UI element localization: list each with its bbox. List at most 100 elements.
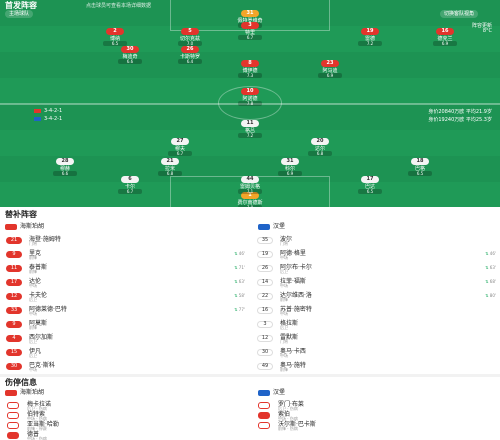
sub-row[interactable]: 21 海登·施姆特 门将 bbox=[5, 234, 249, 248]
sub-row[interactable]: 35 波尔 门将 bbox=[256, 234, 500, 248]
away-player[interactable]: 31 科尔 6.9 bbox=[260, 158, 320, 180]
away-player[interactable]: 44 雷姆贝格 7.1 bbox=[220, 176, 280, 198]
away-player[interactable]: 18 巴格 6.5 bbox=[390, 158, 450, 180]
away-player[interactable]: 28 穆赫 6.6 bbox=[35, 158, 95, 180]
injury-row[interactable]: 梅卡拉诺 后卫 · 伤病 bbox=[5, 399, 245, 413]
sub-row[interactable]: 4 西尔加斯 后卫 bbox=[5, 332, 249, 346]
player-name: 达伦 bbox=[29, 278, 42, 285]
sub-row[interactable]: 17 达伦 中场 ⇅ 63' bbox=[5, 276, 249, 290]
away-player[interactable]: 11 格吕 7.2 bbox=[220, 120, 280, 142]
injury-status: 中场 · 伤病 bbox=[27, 416, 47, 421]
home-player[interactable]: 10 阿诺德 7.8 bbox=[220, 88, 280, 110]
jersey-number: 35 bbox=[257, 237, 273, 244]
injury-icon bbox=[7, 432, 19, 439]
player-position: 后卫 bbox=[280, 325, 288, 330]
jersey-number: 17 bbox=[6, 279, 22, 286]
player-name: 苏普·施密特 bbox=[280, 306, 312, 313]
player-position: 前锋 bbox=[280, 367, 288, 372]
injury-row[interactable]: 亚当斯·哈勒 前锋 · 停赛 bbox=[5, 419, 245, 433]
sub-row[interactable]: 12 雷默斯 门将 bbox=[256, 332, 500, 346]
away-logo-icon bbox=[258, 389, 270, 396]
player-position: 中场 bbox=[280, 255, 288, 260]
sub-row[interactable]: 9 里克 前锋 ⇅ 46' bbox=[5, 248, 249, 262]
away-logo-icon bbox=[258, 223, 270, 230]
injury-row[interactable]: 沃尔斯·巴卡斯 前锋 · 伤病 bbox=[256, 419, 496, 433]
player-name: 卡斯特罗 bbox=[179, 54, 200, 60]
home-player[interactable]: 26 卡斯特罗 6.4 bbox=[160, 46, 220, 68]
jersey-number: 15 bbox=[6, 349, 22, 356]
subs-title: 替补阵容 bbox=[5, 210, 37, 219]
jersey-number: 1 bbox=[241, 192, 259, 199]
home-player[interactable]: 8 博伊德 7.3 bbox=[220, 60, 280, 82]
injury-row[interactable]: 德普 中场 · 伤病 bbox=[5, 429, 245, 440]
jersey-number: 30 bbox=[6, 363, 22, 370]
jersey-number: 19 bbox=[361, 28, 379, 35]
sub-row[interactable]: 11 泰普斯 前锋 ⇅ 71' bbox=[5, 262, 249, 276]
sub-row[interactable]: 19 阿德·格里 中场 ⇅ 46' bbox=[256, 248, 500, 262]
sub-row[interactable]: 49 奥马·施特 前锋 bbox=[256, 360, 500, 374]
home-player[interactable]: 3 特里 6.7 bbox=[220, 22, 280, 44]
sub-row[interactable]: 22 达尔维西·洛 前锋 ⇅ 80' bbox=[256, 290, 500, 304]
player-rating: 7.2 bbox=[358, 41, 382, 46]
sub-minute: ⇅ 77' bbox=[234, 307, 245, 312]
sub-row[interactable]: 15 伊凡 后卫 bbox=[5, 346, 249, 360]
player-name: 博伊德 bbox=[242, 68, 258, 74]
jersey-number: 12 bbox=[257, 335, 273, 342]
player-rating: 6.6 bbox=[118, 59, 142, 64]
player-rating: 6.5 bbox=[408, 171, 432, 176]
player-name: 阿诺德 bbox=[242, 96, 258, 102]
injury-status: 中场 · 伤病 bbox=[27, 436, 47, 440]
home-player[interactable]: 30 梅迪奇 6.6 bbox=[100, 46, 160, 68]
jersey-number: 3 bbox=[257, 321, 273, 328]
sub-row[interactable]: 3 格拉斯 后卫 bbox=[256, 318, 500, 332]
injuries-home-head: 海斯珀胡 bbox=[5, 388, 44, 398]
player-rating: 6.9 bbox=[278, 171, 302, 176]
away-player[interactable]: 27 穆夫 6.7 bbox=[150, 138, 210, 160]
sub-row[interactable]: 30 奥马·卡西 中场 bbox=[256, 346, 500, 360]
section-divider bbox=[0, 374, 500, 377]
sub-row[interactable]: 14 拉菲·福斯 中场 ⇅ 68' bbox=[256, 276, 500, 290]
jersey-number: 28 bbox=[56, 158, 74, 165]
jersey-number: 31 bbox=[281, 158, 299, 165]
player-name: 罗门·布莱 bbox=[278, 401, 304, 408]
player-name: 亚当斯·哈勒 bbox=[27, 421, 59, 428]
home-player[interactable]: 23 阿马迪 6.9 bbox=[300, 60, 360, 82]
away-player[interactable]: 6 卡尔 6.7 bbox=[100, 176, 160, 198]
jersey-number: 8 bbox=[241, 60, 259, 67]
injury-row[interactable]: 伯特索 中场 · 伤病 bbox=[5, 409, 245, 423]
home-player[interactable]: 2 博纳 6.5 bbox=[85, 28, 145, 50]
home-player[interactable]: 19 雷德 7.2 bbox=[340, 28, 400, 50]
player-rating: 7.8 bbox=[238, 101, 262, 106]
sub-row[interactable]: 12 卡夫伦 后卫 ⇅ 58' bbox=[5, 290, 249, 304]
sub-row[interactable]: 33 阿德莱德·巴特 中场 ⇅ 77' bbox=[5, 304, 249, 318]
home-player[interactable]: 16 德克兰 6.9 bbox=[415, 28, 475, 50]
player-name: 伯特索 bbox=[27, 411, 46, 418]
sub-row[interactable]: 26 阿尔布·卡尔 后卫 ⇅ 63' bbox=[256, 262, 500, 276]
injury-row[interactable]: 索伯 中场 · 伤病 bbox=[256, 409, 496, 423]
away-player[interactable]: 20 达尔 6.8 bbox=[290, 138, 350, 160]
jersey-number: 44 bbox=[241, 176, 259, 183]
sub-row[interactable]: 30 巴克·斯科 中场 bbox=[5, 360, 249, 374]
player-name: 切尔克兹 bbox=[179, 36, 200, 42]
injury-row[interactable]: 罗门·布莱 后卫 · 伤病 bbox=[256, 399, 496, 413]
home-player[interactable]: 5 切尔克兹 7.0 bbox=[160, 28, 220, 50]
player-name: 索伯 bbox=[278, 411, 291, 418]
away-player[interactable]: 17 巴达 6.5 bbox=[340, 176, 400, 198]
switch-view-button[interactable]: 切换客队视角 bbox=[440, 10, 479, 18]
away-player[interactable]: 21 拉米 6.8 bbox=[140, 158, 200, 180]
player-name: 伊凡 bbox=[29, 348, 42, 355]
away-player[interactable]: 1费尔南德斯7.0 bbox=[220, 192, 280, 207]
player-position: 中场 bbox=[29, 367, 37, 372]
player-position: 前锋 bbox=[29, 255, 37, 260]
player-position: 门将 bbox=[29, 241, 37, 246]
home-view-button[interactable]: 主场球队 bbox=[5, 10, 34, 18]
jersey-number: 21 bbox=[6, 237, 22, 244]
jersey-number: 12 bbox=[6, 293, 22, 300]
sub-minute: ⇅ 63' bbox=[485, 265, 496, 270]
injuries-title: 伤停信息 bbox=[5, 378, 37, 387]
player-rating: 6.9 bbox=[318, 73, 342, 78]
sub-row[interactable]: 9 阿莫斯 前锋 bbox=[5, 318, 249, 332]
sub-row[interactable]: 16 苏普·施密特 中场 bbox=[256, 304, 500, 318]
player-position: 后卫 bbox=[280, 269, 288, 274]
lineup-pitch: 首发阵容 点击球员可查看本场详细数据 主场球队 切换客队视角 阵容更新 8°C … bbox=[0, 0, 500, 207]
